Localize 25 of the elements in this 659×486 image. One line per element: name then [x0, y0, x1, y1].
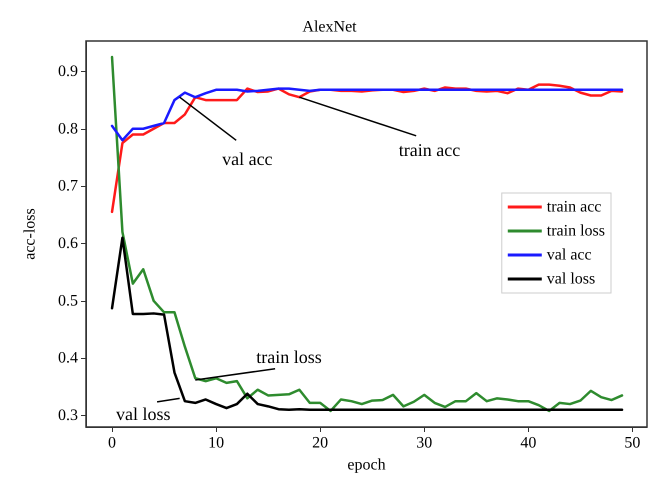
x-tick-label: 30 [416, 434, 432, 452]
x-tick-label: 10 [208, 434, 224, 452]
annotation: train loss [256, 346, 322, 367]
legend-label: train acc [546, 198, 602, 216]
chart-title: AlexNet [302, 18, 358, 36]
annotation: val acc [222, 148, 273, 169]
y-axis-title: acc-loss [22, 208, 38, 260]
legend-label: train loss [546, 222, 605, 240]
x-tick-label: 40 [520, 434, 536, 452]
legend-label: val loss [546, 270, 596, 288]
annotation: train acc [398, 140, 460, 160]
line-series [110, 87, 624, 142]
y-tick-label: 0.5 [58, 292, 78, 310]
y-tick-label: 0.4 [58, 350, 78, 367]
y-tick-label: 0.8 [58, 120, 78, 138]
annotation: val loss [116, 404, 171, 424]
y-tick-label: 0.9 [58, 62, 78, 80]
legend-label: val acc [546, 246, 592, 264]
x-tick-label: 20 [312, 434, 328, 452]
x-tick-label: 0 [108, 434, 116, 452]
x-tick-label: 50 [624, 434, 640, 452]
y-tick-label: 0.3 [58, 407, 78, 424]
y-tick-label: 0.7 [58, 178, 78, 195]
y-tick-label: 0.6 [58, 234, 78, 252]
x-axis-title: epoch [347, 456, 386, 474]
